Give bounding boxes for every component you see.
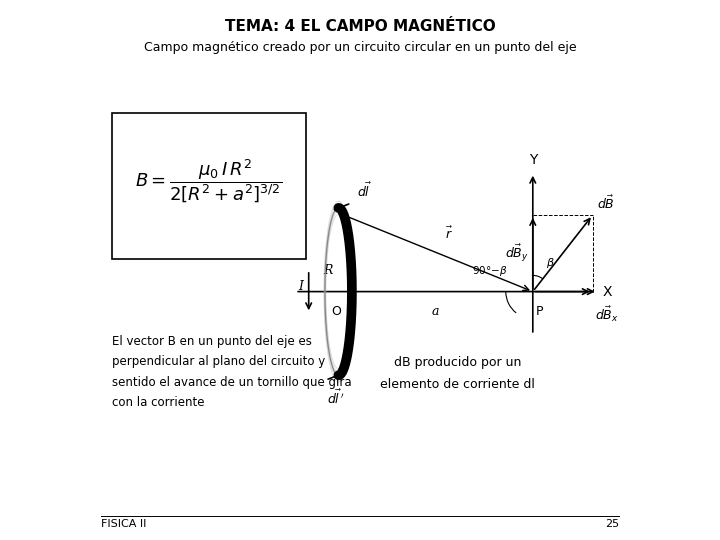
Text: $d\vec{B}_x$: $d\vec{B}_x$ xyxy=(595,305,619,325)
Text: $90°\!-\!\beta$: $90°\!-\!\beta$ xyxy=(472,264,508,278)
Text: I: I xyxy=(298,280,303,293)
Text: P: P xyxy=(536,305,543,318)
Text: elemento de corriente dl: elemento de corriente dl xyxy=(379,378,535,391)
Text: con la corriente: con la corriente xyxy=(112,396,204,409)
Text: FISICA II: FISICA II xyxy=(101,519,146,530)
Text: 25: 25 xyxy=(605,519,619,530)
Text: $d\vec{B}$: $d\vec{B}$ xyxy=(597,195,615,212)
Text: $\vec{r}$: $\vec{r}$ xyxy=(444,226,452,242)
Text: perpendicular al plano del circuito y: perpendicular al plano del circuito y xyxy=(112,355,325,368)
Text: X: X xyxy=(603,285,613,299)
Text: Campo magnético creado por un circuito circular en un punto del eje: Campo magnético creado por un circuito c… xyxy=(144,40,576,53)
Text: El vector B en un punto del eje es: El vector B en un punto del eje es xyxy=(112,335,312,348)
Text: $B = \dfrac{\mu_0\, I\, R^2}{2\left[R^2 + a^2\right]^{3/2}}$: $B = \dfrac{\mu_0\, I\, R^2}{2\left[R^2 … xyxy=(135,157,282,205)
Text: O: O xyxy=(330,305,341,318)
Text: a: a xyxy=(432,305,439,318)
Text: $\beta$: $\beta$ xyxy=(546,256,555,270)
Text: $d\vec{B}_y$: $d\vec{B}_y$ xyxy=(505,242,528,264)
FancyBboxPatch shape xyxy=(112,113,306,259)
Text: $d\vec{l}$: $d\vec{l}$ xyxy=(357,182,373,200)
Text: Y: Y xyxy=(528,153,537,167)
Text: R: R xyxy=(323,264,333,276)
Text: dB producido por un: dB producido por un xyxy=(394,356,521,369)
Text: $d\vec{l}\,'$: $d\vec{l}\,'$ xyxy=(327,388,345,407)
Text: sentido el avance de un tornillo que gira: sentido el avance de un tornillo que gir… xyxy=(112,376,351,389)
Text: TEMA: 4 EL CAMPO MAGNÉTICO: TEMA: 4 EL CAMPO MAGNÉTICO xyxy=(225,19,495,34)
